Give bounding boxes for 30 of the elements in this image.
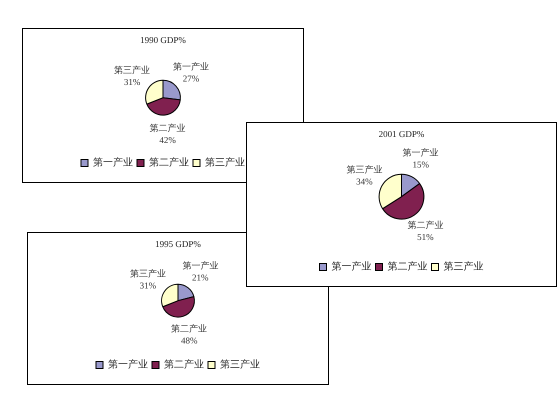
data-label: 51% [417,232,434,242]
legend-label: 第一产业 [93,156,133,169]
data-label: 31% [140,280,157,291]
data-label: 31% [124,77,141,88]
data-label: 34% [356,176,374,187]
slice-label: 第二产业 [150,123,186,134]
slice-label: 第三产业 [114,65,150,76]
legend-label: 第二产业 [164,358,204,371]
data-label: 48% [181,336,198,346]
data-label: 21% [192,272,210,282]
data-label: 15% [412,159,430,170]
slice-label: 第一产业 [182,260,218,270]
legend-label: 第三产业 [444,260,484,273]
data-label: 42% [159,135,176,146]
legend-label: 第三产业 [205,156,245,169]
chart-title: 1990 GDP% [140,34,186,45]
legend-label: 第二产业 [388,260,428,273]
legend-label: 第一产业 [332,260,372,273]
slice-label: 第二产业 [171,324,208,334]
legend-label: 第三产业 [220,358,260,371]
slice-label: 第三产业 [130,268,166,279]
slice-label: 第一产业 [402,147,439,158]
chart-title: 1995 GDP% [155,238,202,249]
slice-label: 第一产业 [173,61,210,72]
slice-label: 第二产业 [407,220,444,230]
chart-title: 2001 GDP% [378,128,425,139]
legend-label: 第二产业 [149,156,189,169]
legend-label: 第一产业 [108,358,148,371]
data-label: 27% [182,73,200,84]
slice-label: 第三产业 [346,164,382,175]
